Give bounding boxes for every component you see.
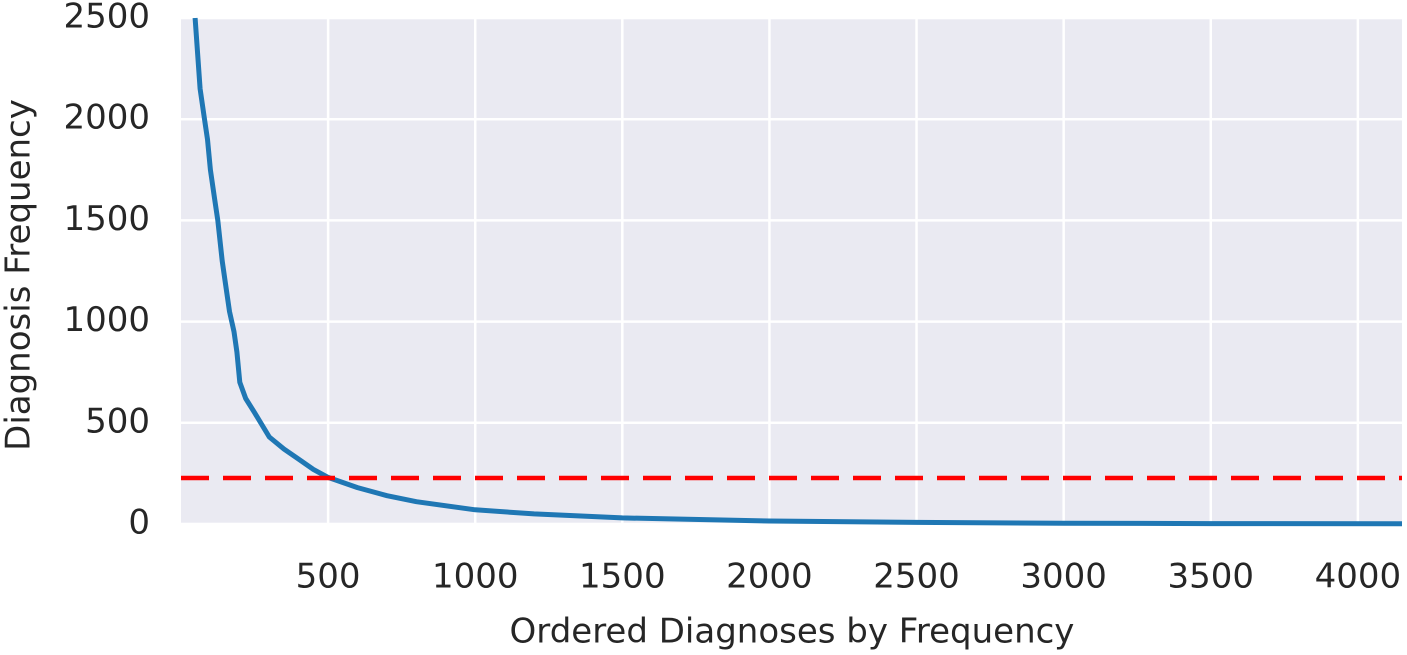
marks — [181, 17, 1403, 527]
x-tick-label: 500 — [296, 557, 361, 597]
data-line — [192, 17, 1403, 527]
x-axis-label: Ordered Diagnoses by Frequency — [510, 612, 1075, 652]
x-tick-label: 2500 — [873, 557, 960, 597]
x-tick-label: 2000 — [726, 557, 813, 597]
y-tick-label: 0 — [128, 503, 150, 543]
x-tick-label: 1500 — [579, 557, 666, 597]
y-tick-label: 1500 — [63, 199, 150, 239]
grid — [181, 16, 1402, 526]
y-axis-label: Diagnosis Frequency — [0, 99, 39, 451]
x-tick-label: 4000 — [1315, 557, 1402, 597]
y-tick-label: 1000 — [63, 300, 150, 340]
x-tick-label: 3500 — [1167, 557, 1254, 597]
x-tick-label: 1000 — [432, 557, 519, 597]
y-tick-label: 2000 — [63, 98, 150, 138]
plot-area — [181, 18, 1402, 524]
y-tick-label: 2500 — [63, 0, 150, 37]
x-tick-label: 3000 — [1020, 557, 1107, 597]
y-tick-label: 500 — [85, 401, 150, 441]
